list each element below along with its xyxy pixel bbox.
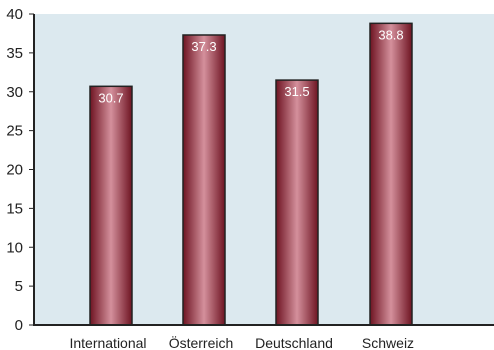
y-tick-label: 30 bbox=[6, 84, 23, 101]
x-category-label: Deutschland bbox=[255, 335, 333, 350]
x-category-label: Schweiz bbox=[362, 335, 414, 350]
x-category-label: Österreich bbox=[169, 334, 234, 350]
bar bbox=[369, 22, 413, 326]
y-tick-label: 10 bbox=[6, 239, 23, 256]
y-tick-label: 5 bbox=[15, 278, 23, 295]
bar-value-label: 31.5 bbox=[284, 84, 309, 99]
x-category-label: International bbox=[69, 335, 146, 350]
y-tick-label: 25 bbox=[6, 123, 23, 140]
y-tick-label: 20 bbox=[6, 162, 23, 179]
bar-value-label: 30.7 bbox=[98, 90, 123, 105]
y-tick-label: 40 bbox=[6, 6, 23, 23]
bar bbox=[275, 79, 319, 326]
y-tick-label: 35 bbox=[6, 45, 23, 62]
bar-value-label: 37.3 bbox=[191, 39, 216, 54]
bar bbox=[89, 85, 133, 326]
bar-value-label: 38.8 bbox=[378, 27, 403, 42]
y-tick-label: 15 bbox=[6, 200, 23, 217]
bar bbox=[182, 34, 226, 326]
y-tick-label: 0 bbox=[15, 317, 23, 334]
